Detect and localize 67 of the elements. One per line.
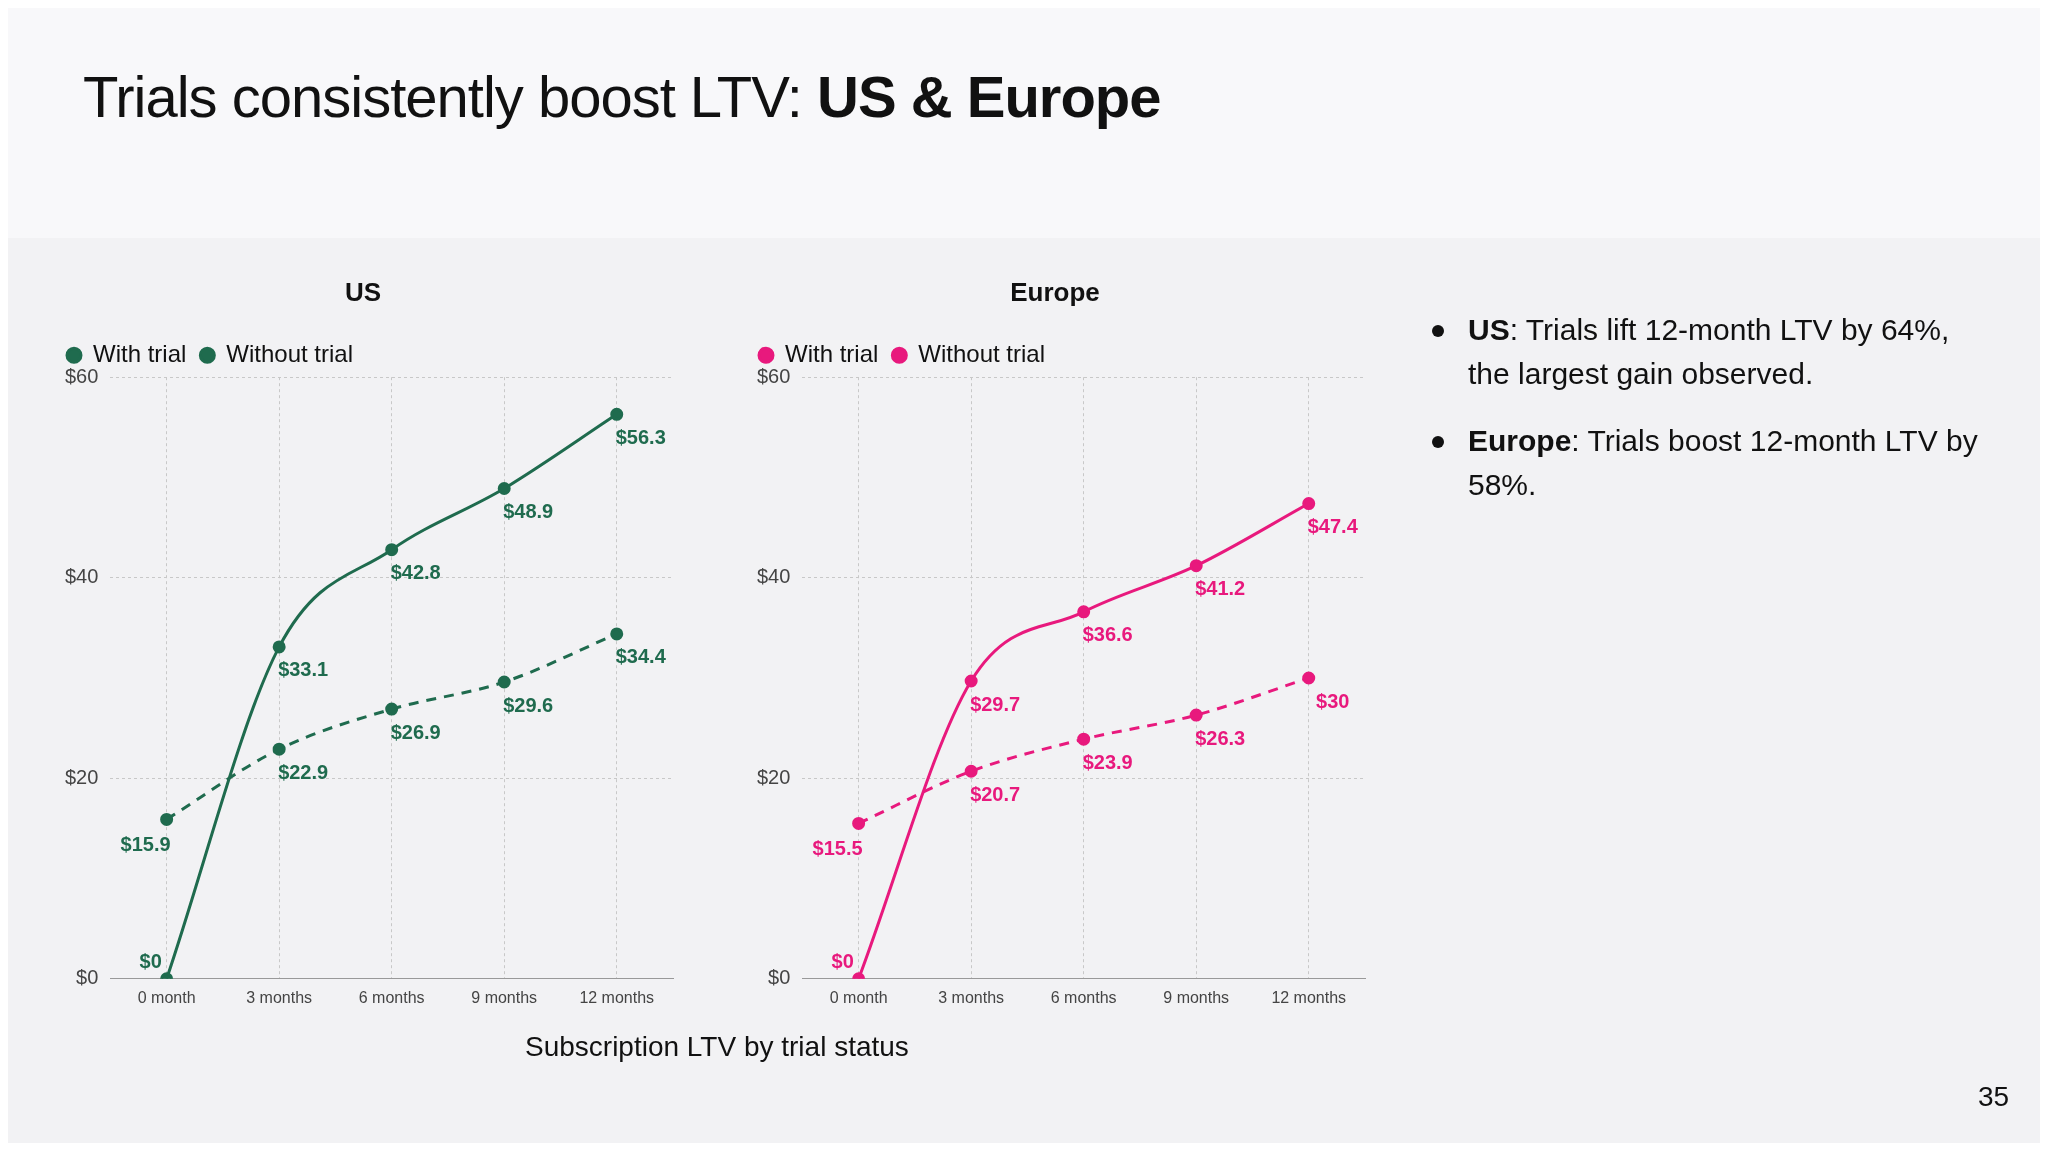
- x-tick-label: 9 months: [471, 988, 538, 1006]
- chart-title: US: [344, 276, 382, 307]
- point: [1077, 605, 1091, 619]
- data-label: $47.4: [1307, 515, 1359, 538]
- data-label: $34.4: [615, 645, 667, 668]
- chart-title: Europe: [1010, 276, 1100, 307]
- y-tick-label: $40: [756, 565, 791, 588]
- point: [1189, 559, 1203, 573]
- data-label: $29.7: [970, 692, 1021, 715]
- legend-label: With trial: [93, 339, 187, 367]
- data-label: $41.2: [1195, 577, 1246, 600]
- x-tick-label: 3 months: [246, 988, 313, 1006]
- data-label: $26.9: [390, 720, 441, 743]
- y-tick-label: $0: [76, 966, 99, 989]
- y-tick-label: $40: [64, 565, 99, 588]
- point: [1189, 708, 1203, 722]
- point: [610, 627, 624, 641]
- data-label: $42.8: [390, 561, 441, 584]
- point: [964, 674, 978, 688]
- data-label: $48.9: [503, 500, 554, 523]
- y-tick-label: $20: [64, 765, 99, 788]
- legend-label: Without trial: [226, 339, 354, 367]
- data-label: $26.3: [1195, 726, 1246, 749]
- x-tick-label: 6 months: [358, 988, 425, 1006]
- data-label: $56.3: [615, 425, 666, 448]
- y-tick-label: $60: [756, 364, 791, 387]
- text: US: Trials lift 12-month LTV by 64%, the largest gain observed.: [1467, 312, 1951, 392]
- y-tick-label: $0: [768, 966, 791, 989]
- x-tick-label: 0 month: [137, 988, 196, 1006]
- text: 35: [1978, 1081, 2010, 1113]
- point: [1077, 732, 1091, 746]
- x-tick-label: 6 months: [1050, 988, 1117, 1006]
- point: [1302, 497, 1316, 511]
- text: Europe: Trials boost 12-month LTV by 58%.: [1468, 424, 1978, 501]
- data-label: $29.6: [503, 693, 554, 716]
- data-label: $33.1: [278, 658, 329, 681]
- point: [610, 407, 624, 421]
- x-tick-label: 12 months: [579, 988, 655, 1006]
- point: [160, 812, 174, 826]
- x-tick-label: 12 months: [1271, 988, 1347, 1006]
- data-label: $36.6: [1082, 623, 1133, 646]
- data-label: $30: [1316, 689, 1350, 712]
- data-label: $0: [139, 950, 162, 973]
- data-label: $0: [831, 950, 854, 973]
- data-label: $22.9: [278, 760, 329, 783]
- point: [272, 640, 286, 654]
- point: [852, 816, 866, 830]
- point: [385, 702, 399, 716]
- text: Trials consistently boost LTV: US & Europe: [83, 63, 1161, 130]
- x-tick-label: 9 months: [1163, 988, 1230, 1006]
- y-tick-label: $20: [756, 765, 791, 788]
- point: [272, 742, 286, 756]
- point: [497, 482, 511, 495]
- data-label: $15.5: [812, 836, 863, 859]
- data-label: $15.9: [120, 832, 171, 855]
- point: [964, 764, 978, 778]
- point: [1302, 671, 1316, 685]
- legend-label: Without trial: [918, 339, 1046, 367]
- data-label: $20.7: [970, 782, 1021, 805]
- x-tick-label: 3 months: [938, 988, 1005, 1006]
- legend-label: With trial: [785, 339, 879, 367]
- x-tick-label: 0 month: [829, 988, 888, 1006]
- point: [497, 675, 511, 689]
- point: [385, 543, 399, 557]
- data-label: $23.9: [1082, 750, 1133, 773]
- text: Subscription LTV by trial status: [525, 1031, 909, 1063]
- y-tick-label: $60: [64, 364, 99, 387]
